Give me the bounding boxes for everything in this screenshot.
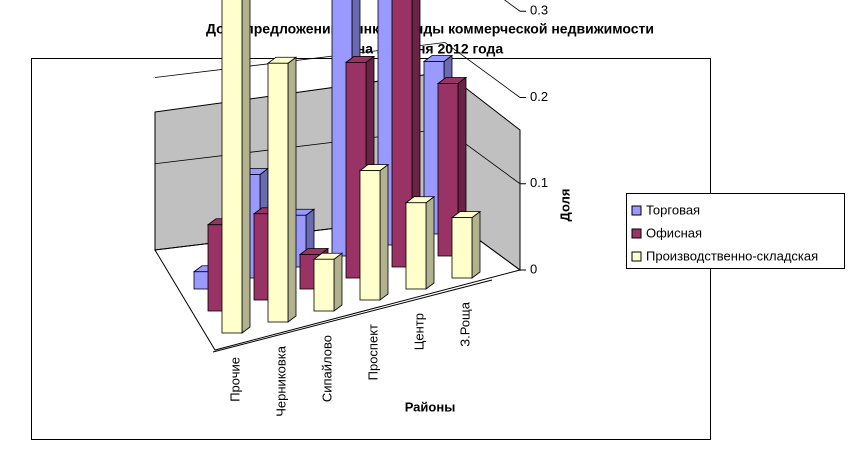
x-axis-line — [212, 279, 493, 353]
legend-label: Торговая — [646, 202, 700, 217]
x-tick-label: З.Роща — [457, 301, 472, 346]
bar — [312, 252, 344, 312]
legend-swatch — [631, 228, 642, 239]
bar-front — [359, 170, 381, 301]
legend-swatch — [631, 251, 642, 262]
bar-front — [391, 0, 413, 268]
bar-side-shade — [288, 57, 296, 322]
bar-side-shade — [472, 211, 480, 278]
bars — [192, 0, 482, 334]
x-tick-label: Сипайлово — [319, 335, 334, 402]
labels: 00.10.20.30.4ПрочиеЧерниковкаСипайловоПр… — [227, 3, 818, 417]
legend-swatch — [631, 205, 642, 216]
chart-title: Доля предложений рынка аренды коммерческ… — [206, 21, 654, 37]
bar-side-shade — [334, 253, 342, 311]
bar-side-shade — [426, 196, 434, 289]
x-axis-title: Районы — [405, 399, 456, 414]
y-tick-label: 0.2 — [530, 89, 548, 104]
bar-side-shade — [242, 0, 250, 333]
y-axis-title: Доля — [557, 189, 572, 222]
legend — [626, 193, 845, 269]
legend-label: Офисная — [646, 225, 702, 240]
y-tick-label: 0 — [530, 261, 537, 276]
bar-front — [405, 202, 427, 290]
x-tick-label: Проспект — [365, 324, 380, 380]
bar — [358, 163, 390, 301]
bar-front — [267, 62, 289, 323]
bar-front — [313, 258, 335, 312]
x-tick-label: Черниковка — [273, 345, 288, 417]
y-tick-label: 0.3 — [530, 3, 548, 18]
grid-line — [154, 42, 521, 98]
x-tick-label: Прочие — [227, 357, 242, 402]
y-tick-label: 0.1 — [530, 175, 548, 190]
bar-front — [437, 83, 459, 257]
bar-side-shade — [380, 164, 388, 300]
bar — [221, 0, 251, 334]
bar — [266, 56, 298, 323]
bar-front — [221, 0, 243, 334]
bar — [450, 210, 482, 279]
bar — [404, 195, 436, 290]
legend-label: Производственно-складская — [646, 248, 818, 263]
x-tick-label: Центр — [411, 313, 426, 350]
bar-front — [451, 217, 473, 279]
